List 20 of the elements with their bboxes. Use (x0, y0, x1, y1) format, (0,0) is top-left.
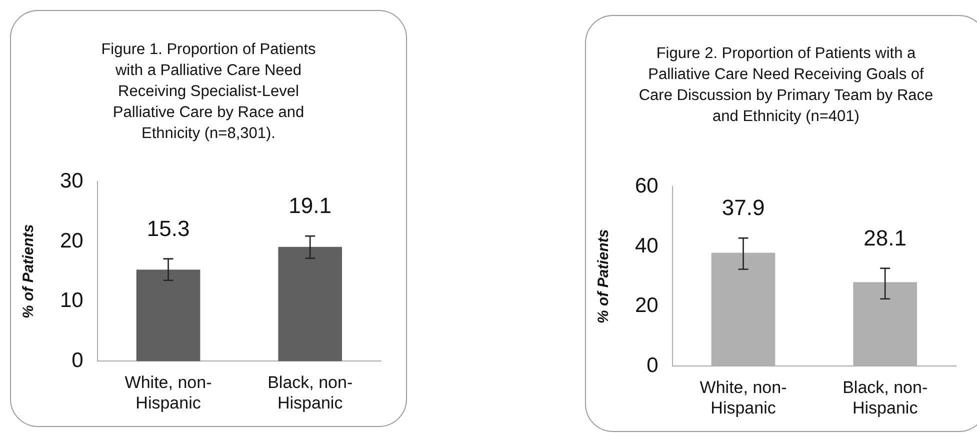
y-tick-label: 0 (72, 348, 84, 372)
x-tick-label: Black, non-Hispanic (842, 378, 928, 418)
chart-title: Figure 1. Proportion of Patients with a Palliative Care Need Receiving Specialist-Level Palliative Care by Race and Ethnicity (n=8,301). (100, 40, 317, 144)
y-tick-label: 60 (635, 174, 658, 198)
y-tick-label: 0 (646, 354, 658, 377)
y-tick-label: 20 (635, 294, 658, 318)
chart-title: Figure 2. Proportion of Patients with a Palliative Care Need Receiving Goals of Care Discussion by Primary Team by Race and Ethnicity (n=401) (638, 44, 934, 127)
y-axis-title: % of Patients (595, 229, 612, 324)
x-tick-label: White, non-Hispanic (124, 373, 212, 412)
y-tick-label: 20 (60, 229, 84, 252)
y-axis-title: % of Patients (20, 224, 38, 318)
data-label: 15.3 (146, 216, 190, 241)
data-label: 28.1 (864, 225, 907, 250)
data-label: 19.1 (288, 193, 332, 218)
x-tick-label: White, non-Hispanic (700, 378, 787, 418)
data-label: 37.9 (722, 195, 765, 220)
x-tick-label: Black, non-Hispanic (268, 373, 353, 412)
y-tick-label: 30 (60, 169, 84, 192)
y-tick-label: 40 (635, 234, 658, 258)
y-tick-label: 10 (60, 289, 84, 312)
